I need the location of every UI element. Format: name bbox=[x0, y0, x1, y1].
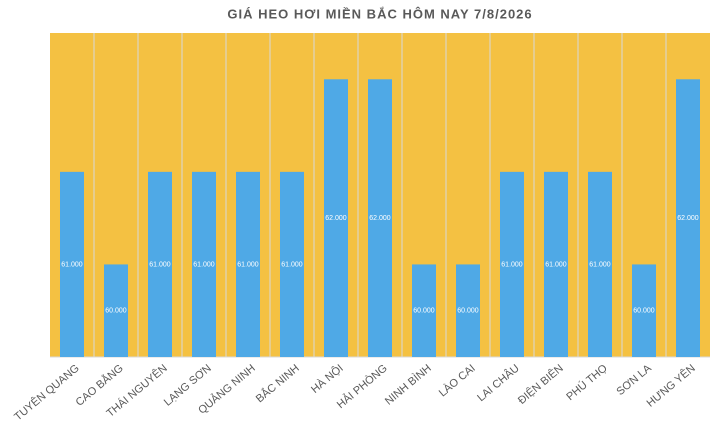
value-label: 62.000 bbox=[325, 215, 347, 222]
x-tick-label: TUYÊN QUANG bbox=[12, 362, 82, 424]
bar bbox=[324, 79, 348, 358]
bar bbox=[588, 171, 612, 357]
value-label: 61.000 bbox=[237, 261, 259, 268]
bar bbox=[192, 171, 216, 357]
value-label: 60.000 bbox=[633, 308, 655, 315]
bar bbox=[500, 171, 524, 357]
bar bbox=[60, 171, 84, 357]
value-label: 61.000 bbox=[149, 261, 171, 268]
bar bbox=[632, 264, 656, 357]
bar bbox=[104, 264, 128, 357]
value-label: 62.000 bbox=[369, 215, 391, 222]
value-label: 61.000 bbox=[61, 261, 83, 268]
value-label: 61.000 bbox=[545, 261, 567, 268]
value-label: 60.000 bbox=[105, 308, 127, 315]
value-label: 60.000 bbox=[413, 308, 435, 315]
bar bbox=[236, 171, 260, 357]
bar bbox=[148, 171, 172, 357]
value-label: 62.000 bbox=[677, 215, 699, 222]
bar bbox=[368, 79, 392, 358]
bar bbox=[544, 171, 568, 357]
value-label: 60.000 bbox=[457, 308, 479, 315]
bar bbox=[676, 79, 700, 358]
x-tick-label: HÀ NỘI bbox=[308, 362, 345, 396]
x-tick-label: PHÚ THỌ bbox=[564, 361, 610, 403]
bar bbox=[412, 264, 436, 357]
x-tick-label: NINH BÌNH bbox=[382, 362, 433, 408]
x-tick-label: LÀO CAI bbox=[436, 362, 478, 400]
x-tick-label: BẮC NINH bbox=[253, 362, 302, 406]
bar bbox=[456, 264, 480, 357]
x-tick-label: ĐIỆN BIÊN bbox=[515, 362, 566, 407]
value-label: 61.000 bbox=[281, 261, 303, 268]
value-label: 61.000 bbox=[589, 261, 611, 268]
chart-title: GIÁ HEO HƠI MIỀN BẮC HÔM NAY 7/8/2026 bbox=[227, 6, 532, 21]
x-tick-label: SƠN LA bbox=[614, 362, 654, 398]
x-tick-label: HƯNG YÊN bbox=[644, 362, 698, 410]
value-label: 61.000 bbox=[501, 261, 523, 268]
value-label: 61.000 bbox=[193, 261, 215, 268]
bar bbox=[280, 171, 304, 357]
